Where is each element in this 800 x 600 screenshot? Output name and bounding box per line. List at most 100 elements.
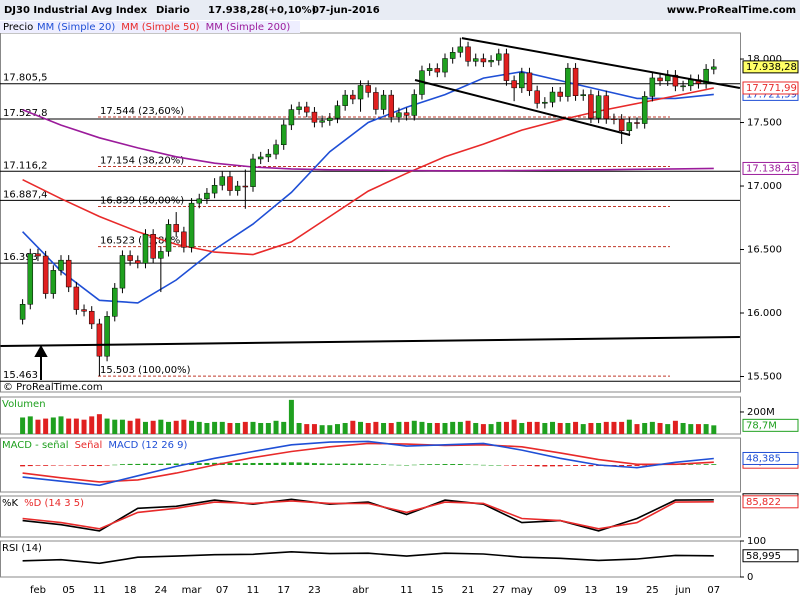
level-label: 17.527,8 (3, 108, 48, 119)
bar (511, 419, 517, 434)
panel-frame (0, 32, 741, 393)
bar (373, 464, 379, 465)
x-tick-label: 24 (154, 585, 167, 596)
y-tick-label: 18.000 (747, 54, 782, 65)
bar (396, 464, 402, 466)
candle-body (465, 46, 471, 62)
bar (381, 422, 387, 434)
bar (657, 422, 663, 434)
bar (465, 420, 471, 434)
header-bar (0, 0, 800, 20)
bar (235, 422, 241, 434)
candle-body (19, 304, 26, 320)
y-tick-label: 100 (747, 536, 766, 547)
bar (542, 422, 548, 434)
bar (550, 421, 556, 434)
bar (96, 414, 102, 434)
x-tick-label: may (511, 585, 533, 596)
bar (619, 465, 625, 467)
candle-body (457, 46, 464, 53)
candle-body (27, 253, 34, 305)
bar (580, 424, 586, 434)
candle-body (442, 58, 448, 73)
candle-body (657, 77, 663, 82)
bar (189, 463, 195, 465)
header-price: 17.938,28 (208, 5, 264, 16)
bar (281, 462, 287, 465)
bar (534, 465, 540, 467)
legend-entry: MACD (12 26 9) (108, 440, 187, 451)
bar (695, 424, 701, 434)
last-value-label: 48,385 (746, 453, 781, 464)
y-tick-label: 16.000 (747, 308, 782, 319)
bar (550, 465, 556, 467)
bar (450, 421, 456, 434)
bar (166, 463, 172, 465)
bar (434, 464, 440, 465)
candle-body (634, 122, 640, 124)
panel-frame (0, 495, 741, 538)
header-change: (+0,10%) (264, 5, 316, 16)
indicator-line (22, 109, 714, 172)
bar (66, 418, 72, 434)
bar (519, 465, 525, 466)
y-tick-label: 15.500 (747, 372, 782, 383)
bar (434, 422, 440, 434)
bar (50, 417, 56, 434)
bar (296, 422, 302, 434)
candle-body (618, 118, 625, 132)
bar (503, 465, 509, 466)
bar (73, 418, 79, 434)
bar (281, 421, 287, 434)
bar (135, 418, 141, 434)
candle-body (580, 94, 586, 96)
bar (603, 421, 609, 434)
bar (480, 424, 486, 434)
bar (488, 424, 494, 434)
legend-entry: MM (Simple 20) (37, 22, 115, 33)
last-value-label: 78,7M (746, 420, 777, 431)
candle-body (142, 234, 149, 264)
bar (573, 465, 579, 466)
bar (473, 422, 479, 434)
candle-body (388, 94, 394, 118)
legend-entry: %D (14 3 5) (24, 498, 84, 509)
candle-body (472, 58, 479, 62)
bar (242, 421, 248, 434)
bar (334, 463, 340, 465)
bar (711, 464, 717, 465)
candle-body (365, 85, 371, 93)
bar (242, 463, 248, 465)
candle-body (380, 94, 387, 110)
candle-body (588, 94, 594, 119)
bar (442, 464, 448, 465)
bar (58, 465, 64, 466)
bar (557, 422, 563, 434)
candle-body (81, 309, 87, 312)
candle-body (280, 124, 287, 146)
legend-entry: MM (Simple 200) (206, 22, 291, 33)
bar (534, 421, 540, 434)
bar (265, 462, 271, 465)
indicator-line (22, 70, 714, 304)
x-tick-label: 15 (431, 585, 444, 596)
bar (665, 424, 671, 434)
candle-body (672, 74, 679, 87)
bar (27, 465, 33, 467)
candle-body (42, 255, 49, 294)
bar (596, 422, 602, 434)
bar (127, 463, 133, 465)
last-value-label: 17.938,28 (746, 62, 797, 73)
x-tick-label: 11 (400, 585, 413, 596)
bar (319, 463, 325, 465)
candle-body (219, 176, 226, 186)
candle-body (188, 202, 195, 248)
bar (150, 420, 156, 434)
bar (358, 463, 364, 465)
bar (411, 420, 417, 434)
x-tick-label: 11 (247, 585, 260, 596)
bar (265, 422, 271, 434)
copyright: © ProRealTime.com (3, 382, 103, 393)
bar (680, 422, 686, 434)
candle-body (250, 158, 256, 187)
